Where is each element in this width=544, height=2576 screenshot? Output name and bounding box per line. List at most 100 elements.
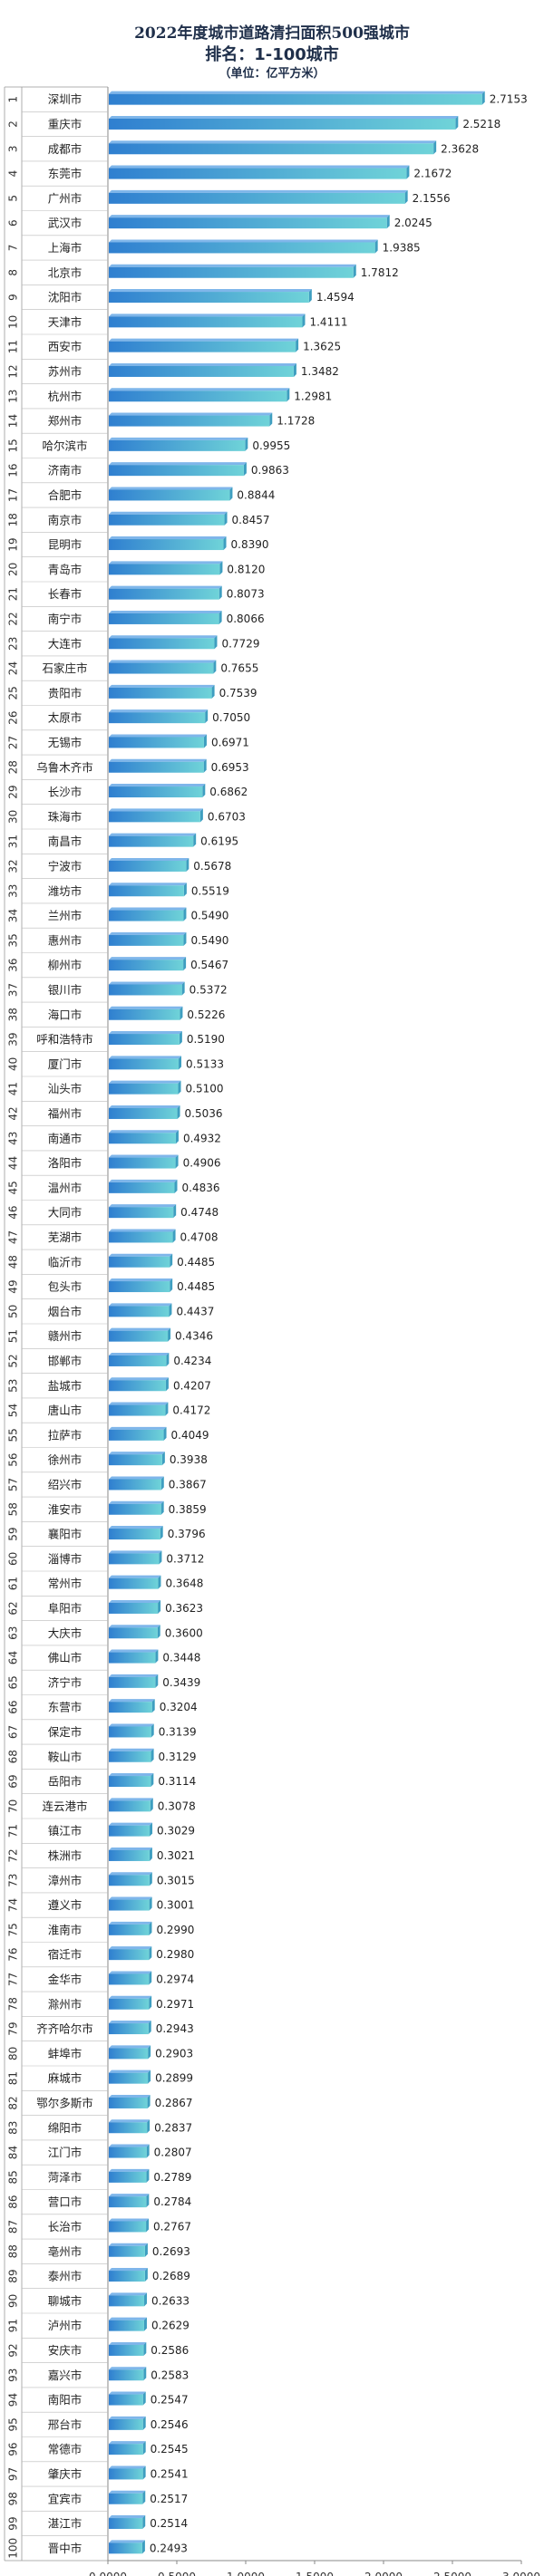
bar-side-face (160, 1500, 164, 1515)
rank-label: 52 (7, 1354, 20, 1367)
category-label: 福州市 (48, 1106, 83, 1120)
category-label: 金华市 (48, 1973, 83, 1986)
bar (109, 1825, 151, 1837)
data-label: 0.2789 (153, 2171, 191, 2184)
bar-top-face (109, 1229, 176, 1232)
category-label: 贵阳市 (48, 686, 83, 699)
bar (109, 1577, 159, 1589)
bar-top-face (109, 1798, 153, 1801)
bar (109, 1034, 180, 1046)
bar-side-face (151, 1748, 154, 1762)
data-label: 0.3867 (169, 1478, 207, 1491)
bar-side-face (165, 1402, 169, 1416)
bar (109, 514, 225, 526)
bar (109, 638, 215, 650)
bar (109, 1875, 150, 1886)
data-label: 0.5519 (191, 884, 229, 897)
rank-label: 74 (7, 1898, 20, 1912)
category-label: 昆明市 (48, 538, 83, 552)
rank-label: 53 (7, 1379, 20, 1393)
bar-top-face (109, 709, 209, 713)
category-label: 邢台市 (48, 2417, 83, 2431)
x-tick-label: 2.0000 (364, 2571, 403, 2576)
bar-top-face (109, 2021, 151, 2024)
data-label: 0.2586 (151, 2344, 189, 2357)
bar-top-face (109, 1674, 159, 1677)
rank-label: 71 (7, 1824, 20, 1838)
bar (109, 2493, 143, 2504)
bar-top-face (109, 857, 189, 861)
bar-top-face (109, 1946, 152, 1950)
bar-side-face (141, 2540, 145, 2554)
category-label: 汕头市 (48, 1082, 83, 1095)
bar-side-face (147, 2094, 151, 2108)
category-label: 杭州市 (48, 390, 83, 403)
bar-side-face (214, 635, 218, 650)
rank-label: 94 (7, 2393, 20, 2407)
bar (109, 2518, 143, 2530)
category-label: 淄博市 (48, 1552, 83, 1566)
data-label: 0.2546 (151, 2418, 189, 2431)
data-label: 0.7050 (212, 711, 250, 724)
rank-label: 23 (7, 637, 20, 651)
bar (109, 2072, 149, 2084)
data-label: 0.5372 (189, 983, 228, 996)
data-label: 2.7153 (490, 93, 528, 106)
bar-side-face (203, 734, 207, 748)
data-label: 0.8844 (237, 488, 275, 501)
bar-top-face (109, 2045, 151, 2049)
data-label: 0.2517 (150, 2493, 188, 2505)
x-tick-label: 1.5000 (296, 2571, 334, 2576)
category-label: 泸州市 (48, 2319, 83, 2332)
bar (109, 2271, 145, 2282)
bar-side-face (159, 1550, 162, 1565)
bar (109, 1998, 150, 2010)
data-label: 0.3021 (157, 1849, 195, 1862)
bar-side-face (144, 2292, 148, 2307)
category-label: 潍坊市 (48, 884, 83, 898)
category-label: 珠海市 (48, 810, 83, 824)
data-label: 0.3015 (157, 1874, 195, 1886)
bar-top-face (109, 1526, 163, 1529)
bar-side-face (169, 1303, 172, 1317)
bar (109, 860, 187, 872)
bar-top-face (109, 215, 390, 218)
bar-side-face (245, 437, 248, 451)
category-label: 哈尔滨市 (42, 439, 87, 452)
bar-side-face (155, 1649, 159, 1664)
bar-top-face (109, 1921, 152, 1925)
bar-top-face (109, 1872, 152, 1876)
bar (109, 1330, 169, 1342)
data-label: 0.2583 (151, 2369, 189, 2381)
rank-label: 24 (7, 661, 20, 675)
bar-top-face (109, 1327, 171, 1331)
bar-top-face (109, 2416, 146, 2419)
bar (109, 1157, 176, 1169)
bar-top-face (109, 2144, 150, 2147)
bar-side-face (160, 1476, 164, 1491)
category-label: 湛江市 (48, 2517, 83, 2531)
bar (109, 1553, 160, 1565)
data-label: 0.3938 (170, 1453, 208, 1466)
bar-top-face (109, 808, 203, 812)
bar-top-face (109, 2317, 147, 2320)
category-label: 安庆市 (48, 2343, 83, 2357)
bar-top-face (109, 684, 215, 688)
bar-side-face (168, 1327, 171, 1342)
rank-label: 64 (7, 1651, 20, 1664)
rank-label: 9 (7, 294, 20, 301)
bar-top-face (109, 1971, 152, 1974)
bar-side-face (148, 2045, 151, 2060)
rank-label: 41 (7, 1082, 20, 1095)
data-label: 0.6195 (200, 835, 238, 848)
bar (109, 662, 214, 674)
bar-top-face (109, 907, 187, 911)
rank-label: 54 (7, 1404, 20, 1417)
bar-side-face (149, 1896, 152, 1911)
bar-side-face (149, 1921, 152, 1935)
rank-label: 85 (7, 2170, 20, 2184)
bar (109, 613, 219, 624)
category-label: 厦门市 (48, 1057, 83, 1071)
category-label: 常州市 (48, 1577, 83, 1590)
bar-side-face (147, 2119, 151, 2134)
